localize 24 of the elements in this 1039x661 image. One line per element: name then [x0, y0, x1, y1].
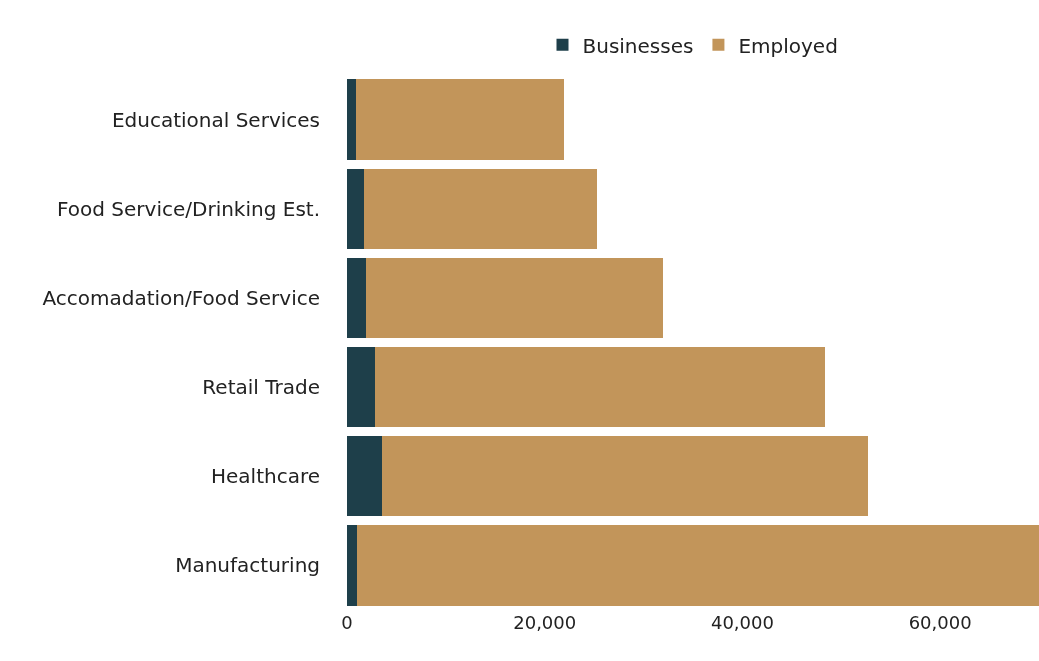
y-tick-label: Food Service/Drinking Est. — [57, 196, 320, 221]
bar — [347, 525, 357, 606]
bar — [355, 79, 564, 160]
x-tick-label: 60,000 — [908, 612, 972, 633]
bar — [347, 436, 382, 517]
legend-label: Employed — [738, 33, 838, 58]
y-tick-label: Accomadation/Food Service — [42, 285, 320, 310]
x-tick-label: 0 — [341, 612, 353, 633]
bar — [381, 436, 868, 517]
bar — [365, 257, 664, 339]
bar — [363, 168, 598, 249]
x-tick-label: 20,000 — [513, 612, 577, 633]
y-tick-label: Manufacturing — [175, 553, 320, 578]
y-tick-label: Retail Trade — [202, 375, 320, 400]
x-tick-label: 40,000 — [710, 612, 774, 633]
bar — [347, 79, 356, 160]
bar — [347, 168, 364, 249]
bar — [356, 525, 1039, 606]
bar — [347, 346, 375, 428]
y-tick-label: Healthcare — [210, 464, 320, 489]
bar — [374, 346, 826, 428]
y-tick-label: Educational Services — [111, 107, 320, 132]
bar — [347, 257, 366, 339]
legend-label: Businesses — [582, 33, 694, 58]
